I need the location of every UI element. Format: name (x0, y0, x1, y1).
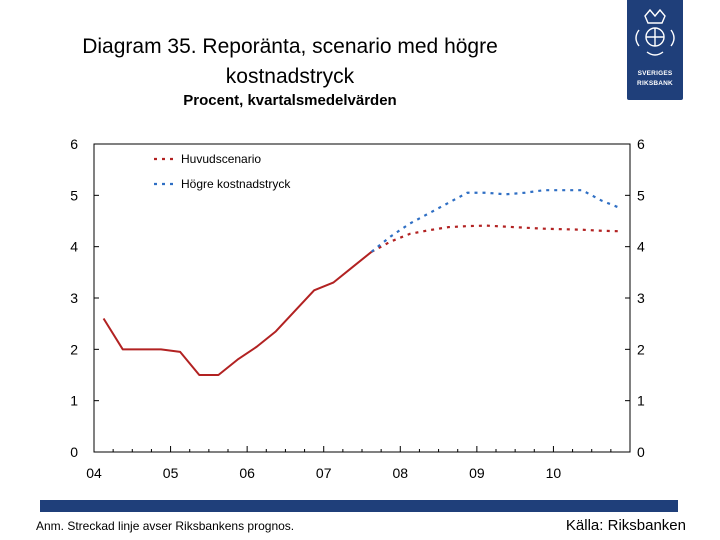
y-tick-label-right: 4 (637, 239, 645, 255)
y-tick-label-right: 6 (637, 136, 645, 152)
x-tick-label: 05 (163, 465, 179, 481)
line-chart: 0 1 2 3 4 5 6 0 1 2 3 4 5 6 04 05 06 07 08 09 10 Huvudscen… (70, 136, 645, 481)
logo-line2: RIKSBANK (637, 80, 673, 87)
riksbank-logo: SVERIGES RIKSBANK (627, 0, 683, 100)
y-tick-label-left: 2 (70, 341, 78, 357)
y-tick-label-right: 2 (637, 341, 645, 357)
crown-emblem-icon (635, 8, 675, 56)
plot-frame (93, 143, 631, 453)
x-tick-label: 06 (239, 465, 255, 481)
y-tick-label-left: 6 (70, 136, 78, 152)
x-tick-label: 10 (546, 465, 562, 481)
chart-subtitle: Procent, kvartalsmedelvärden (183, 92, 397, 109)
y-tick-label-right: 3 (637, 290, 645, 306)
y-tick-label-left: 4 (70, 239, 78, 255)
logo-line1: SVERIGES (637, 70, 673, 77)
x-tick-label: 07 (316, 465, 332, 481)
y-tick-label-right: 0 (637, 444, 645, 460)
series-line-h-gre-kostnadstryck (370, 189, 621, 253)
footnote: Anm. Streckad linje avser Riksbankens pr… (36, 519, 295, 533)
series-line-huvudscenario (371, 224, 621, 253)
legend-label: Högre kostnadstryck (181, 177, 291, 191)
x-tick-label: 08 (392, 465, 408, 481)
footer-bar (40, 500, 678, 512)
y-tick-label-right: 1 (637, 393, 645, 409)
x-tick-label: 04 (86, 465, 102, 481)
legend-label: Huvudscenario (181, 152, 261, 166)
chart-title: Diagram 35. Reporänta, scenario med högr… (82, 35, 498, 88)
x-tick-label: 09 (469, 465, 485, 481)
series-line-utfall (102, 251, 373, 376)
y-tick-label-right: 5 (637, 187, 645, 203)
y-tick-label-left: 3 (70, 290, 78, 306)
y-tick-label-left: 1 (70, 393, 78, 409)
y-tick-label-left: 5 (70, 187, 78, 203)
source-label: Källa: Riksbanken (565, 517, 686, 534)
y-tick-label-left: 0 (70, 444, 78, 460)
